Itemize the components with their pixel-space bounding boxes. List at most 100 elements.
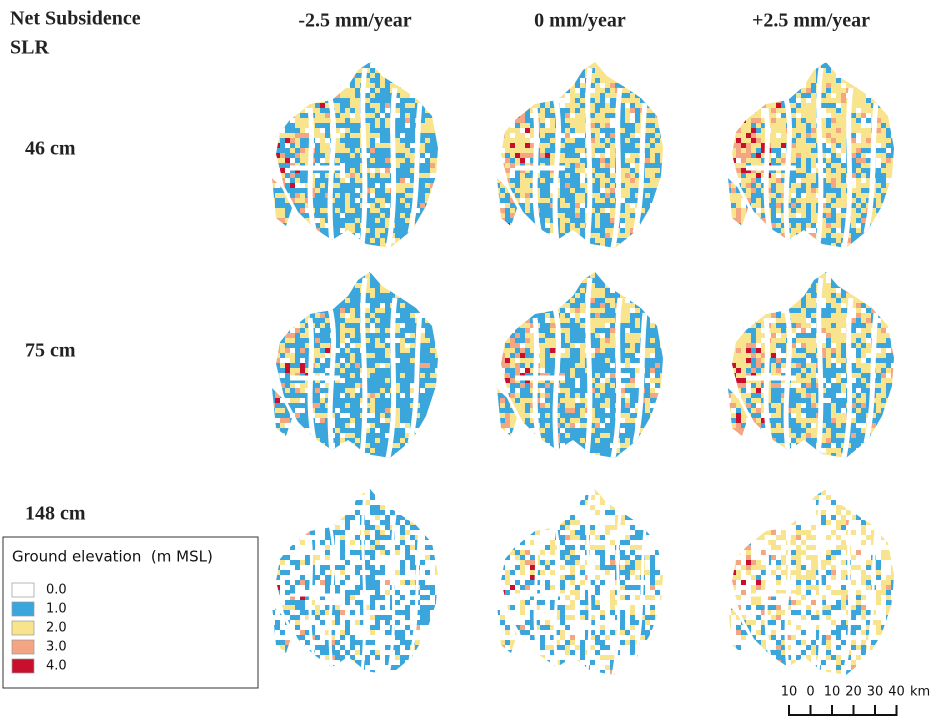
map-cell	[515, 248, 520, 253]
map-cell	[325, 278, 330, 283]
map-cell	[826, 123, 831, 128]
map-cell	[731, 173, 736, 178]
map-cell	[630, 233, 635, 238]
map-cell	[410, 313, 415, 318]
map-cell	[420, 123, 425, 128]
map-cell	[275, 413, 280, 418]
map-cell	[290, 198, 295, 203]
map-cell	[410, 78, 415, 83]
map-cell	[395, 178, 400, 183]
map-cell	[660, 193, 663, 198]
map-cell	[310, 298, 315, 303]
map-cell	[335, 103, 340, 108]
map-cell	[756, 63, 761, 68]
map-cell	[365, 328, 370, 333]
map-cell	[430, 78, 435, 83]
map-cell	[375, 68, 380, 73]
map-cell	[731, 103, 736, 108]
map-cell	[836, 208, 841, 213]
map-cell	[565, 123, 570, 128]
map-cell	[300, 68, 305, 73]
map-cell	[630, 188, 635, 193]
map-cell	[796, 123, 801, 128]
map-cell	[395, 148, 400, 153]
map-cell	[590, 173, 595, 178]
map-cell	[876, 118, 881, 123]
map-cell	[756, 208, 761, 213]
map-cell	[851, 223, 856, 228]
map-cell	[565, 228, 570, 233]
map-cell	[290, 348, 295, 353]
map-cell	[891, 158, 894, 163]
map-cell	[555, 68, 560, 73]
map-cell	[275, 333, 280, 338]
map-cell	[290, 218, 295, 223]
map-cell	[746, 203, 751, 208]
map-cell	[410, 303, 415, 308]
map-cell	[801, 193, 806, 198]
map-cell	[435, 243, 438, 248]
map-cell	[420, 73, 425, 78]
map-cell	[856, 173, 861, 178]
map-cell	[272, 118, 275, 123]
map-cell	[540, 108, 545, 113]
map-cell	[731, 62, 736, 63]
map-cell	[425, 243, 430, 248]
map-cell	[655, 168, 660, 173]
map-cell	[525, 213, 530, 218]
map-cell	[380, 228, 385, 233]
map-cell	[836, 213, 841, 218]
map-cell	[811, 158, 816, 163]
map-cell	[610, 143, 615, 148]
map-cell	[395, 118, 400, 123]
map-cell	[550, 118, 555, 123]
map-cell	[425, 93, 430, 98]
map-cell	[761, 133, 766, 138]
map-cell	[625, 63, 630, 68]
map-cell	[290, 398, 295, 403]
map-cell	[395, 62, 400, 63]
map-cell	[570, 123, 575, 128]
map-cell	[415, 78, 420, 83]
map-cell	[610, 133, 615, 138]
map-cell	[876, 143, 881, 148]
map-cell	[385, 183, 390, 188]
map-cell	[565, 208, 570, 213]
map-cell	[580, 198, 585, 203]
map-cell	[851, 148, 856, 153]
map-cell	[285, 303, 290, 308]
map-cell	[420, 93, 425, 98]
map-cell	[660, 98, 663, 103]
map-cell	[300, 128, 305, 133]
map-cell	[746, 138, 751, 143]
map-cell	[600, 198, 605, 203]
map-cell	[400, 368, 405, 373]
map-cell	[595, 238, 600, 243]
map-cell	[891, 113, 894, 118]
map-cell	[881, 143, 886, 148]
map-cell	[791, 198, 796, 203]
map-cell	[425, 358, 430, 363]
map-cell	[310, 248, 315, 253]
map-cell	[395, 363, 400, 368]
map-cell	[625, 193, 630, 198]
map-cell	[600, 68, 605, 73]
map-cell	[761, 223, 766, 228]
map-cell	[660, 118, 663, 123]
map-cell	[570, 88, 575, 93]
map-cell	[325, 318, 330, 323]
map-cell	[746, 78, 751, 83]
map-cell	[295, 153, 300, 158]
map-cell	[841, 233, 846, 238]
map-cell	[660, 83, 663, 88]
map-cell	[886, 228, 891, 233]
map-cell	[640, 238, 645, 243]
map-cell	[530, 183, 535, 188]
map-cell	[435, 168, 438, 173]
map-cell	[560, 62, 565, 63]
map-cell	[811, 68, 816, 73]
map-cell	[620, 218, 625, 223]
map-cell	[375, 198, 380, 203]
map-cell	[660, 208, 663, 213]
map-cell	[430, 398, 435, 403]
